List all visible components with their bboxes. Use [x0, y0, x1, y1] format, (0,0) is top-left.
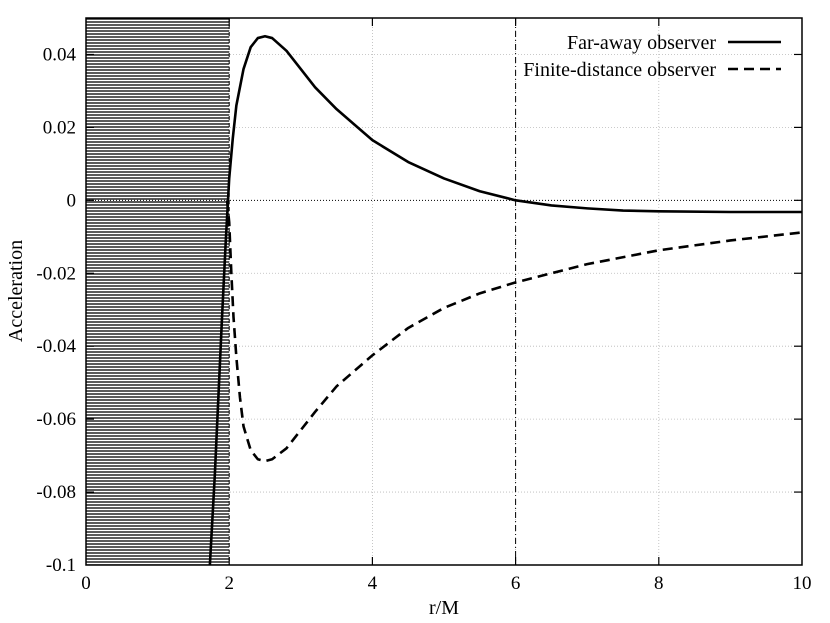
legend: Far-away observer Finite-distance observe…	[523, 32, 781, 81]
x-tick-label: 10	[793, 573, 812, 594]
series-layer	[208, 34, 802, 565]
ticks	[86, 18, 802, 565]
y-tick-label: 0.02	[43, 117, 76, 138]
y-tick-label: -0.06	[36, 409, 76, 430]
y-tick-label: -0.04	[36, 336, 76, 357]
reference-lines	[86, 18, 802, 565]
legend-label-finite-distance-observer: Finite-distance observer	[523, 59, 716, 81]
x-tick-label: 8	[654, 573, 664, 594]
y-tick-label: 0	[67, 190, 77, 211]
plot-frame	[85, 17, 803, 566]
x-tick-label: 0	[81, 573, 91, 594]
y-axis-label: Acceleration	[5, 240, 27, 342]
series-line-far-away-observer	[208, 34, 802, 565]
x-tick-label: 4	[368, 573, 378, 594]
tick-labels: 0 2 4 6 8 10 0.04 0.02 0 -0.02 -0.04 -0.06 -0.08 -0.1	[36, 44, 811, 594]
legend-label-far-away-observer: Far-away observer	[567, 32, 716, 54]
shaded-region	[86, 18, 230, 565]
y-tick-label: -0.02	[36, 263, 76, 284]
y-tick-label: 0.04	[43, 44, 77, 65]
y-tick-label: -0.08	[36, 482, 76, 503]
y-tick-label: -0.1	[46, 555, 76, 576]
x-tick-label: 2	[224, 573, 234, 594]
shaded-region-fill	[86, 18, 230, 565]
x-tick-label: 6	[511, 573, 521, 594]
series-line-finite-distance-observer	[225, 200, 802, 463]
x-axis-label: r/M	[429, 597, 459, 619]
